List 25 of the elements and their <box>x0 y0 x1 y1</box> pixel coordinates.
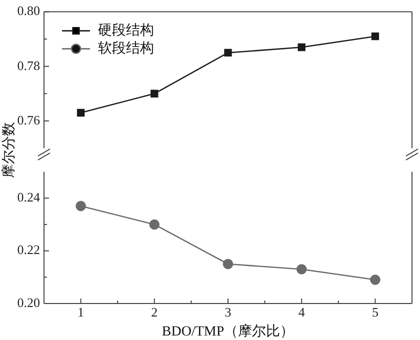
point <box>222 258 234 270</box>
x-axis-title: BDO/TMP（摩尔比） <box>162 323 294 340</box>
y-tick-label: 0.20 <box>17 294 40 310</box>
x-tick-label: 4 <box>298 304 306 320</box>
point <box>150 90 158 98</box>
point <box>224 48 232 57</box>
y-tick-label: 0.24 <box>17 190 40 205</box>
x-tick-label: 2 <box>151 304 158 320</box>
point <box>76 200 86 212</box>
legend-label: 软段结构 <box>98 40 154 56</box>
x-tick-label: 3 <box>224 304 232 320</box>
legend-label: 硬段结构 <box>98 22 154 38</box>
y-tick-label: 0.22 <box>17 242 40 258</box>
y-axis-title: 摩尔分数 <box>2 122 17 178</box>
point <box>149 219 160 230</box>
x-tick-label: 1 <box>78 304 84 320</box>
y-tick-label: 0.78 <box>17 58 40 73</box>
y-tick-label: 0.76 <box>17 112 40 128</box>
point <box>76 108 85 117</box>
x-tick-label: 5 <box>372 304 378 320</box>
point <box>370 274 380 285</box>
point <box>298 43 306 52</box>
point <box>371 32 380 40</box>
point <box>296 264 307 274</box>
y-tick-label: 0.80 <box>17 3 40 18</box>
